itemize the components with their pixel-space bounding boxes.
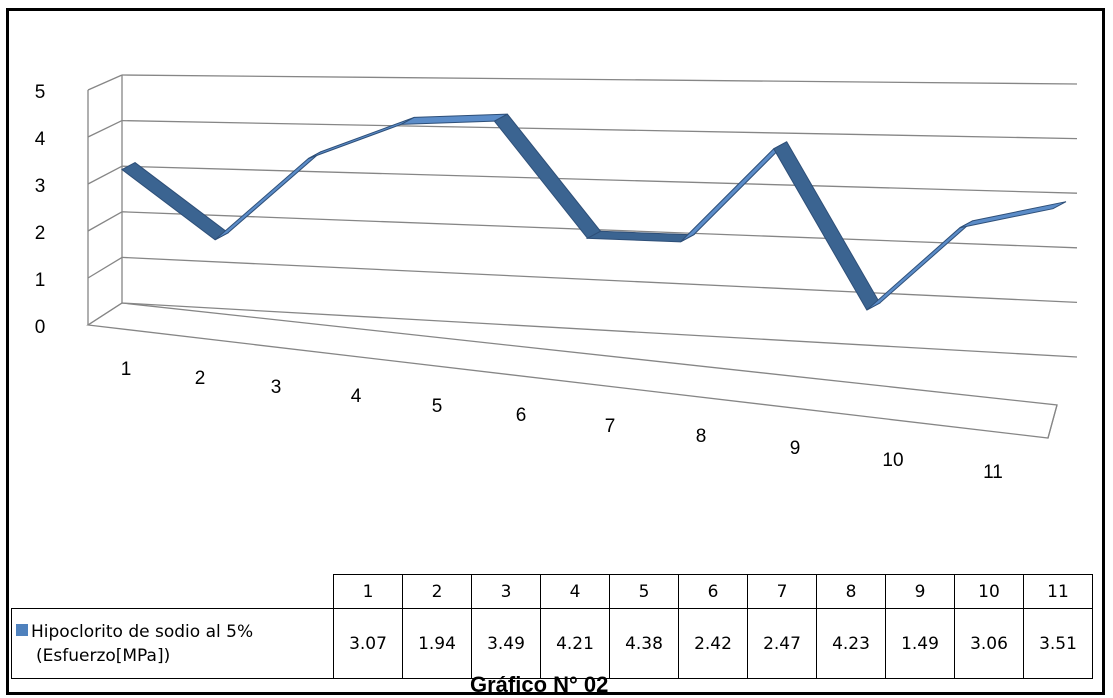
legend-key-icon	[16, 623, 28, 636]
table-header-cell: 7	[747, 574, 817, 609]
gridline-side	[87, 165, 123, 185]
series-segment	[307, 116, 415, 160]
table-header-cell: 8	[816, 574, 886, 609]
series-segment	[121, 161, 230, 241]
gridline-side	[87, 74, 123, 91]
series-segment	[493, 113, 602, 239]
x-tick-label: 10	[882, 450, 903, 471]
y-tick-label: 3	[35, 176, 46, 197]
series-segment	[401, 113, 508, 125]
x-tick-label: 8	[696, 426, 707, 447]
series-segment	[680, 141, 788, 243]
legend-cell: Hipoclorito de sodio al 5% (Esfuerzo[MPa…	[11, 608, 334, 679]
y-tick-label: 0	[35, 317, 46, 338]
x-tick-label: 3	[271, 377, 282, 398]
table-header-cell: 11	[1023, 574, 1093, 609]
table-header-cell: 1	[333, 574, 403, 609]
table-cell: 3.51	[1023, 608, 1093, 679]
gridline-side	[87, 120, 123, 138]
table-header-cell: 10	[954, 574, 1024, 609]
data-table: 1 2 3 4 5 6 7 8 9 10 11 Hipoclorito de s…	[11, 574, 1093, 679]
gridline-side	[87, 211, 123, 232]
chart-caption: Gráfico N° 02	[470, 672, 609, 697]
table-cell: 2.47	[747, 608, 817, 679]
chart-floor	[86, 302, 1058, 439]
x-tick-label: 4	[351, 386, 362, 407]
x-tick-label: 1	[121, 359, 132, 380]
gridline	[121, 165, 1078, 194]
table-header-cell: 2	[402, 574, 472, 609]
table-header-cell: 6	[678, 574, 748, 609]
x-tick-label: 11	[983, 462, 1003, 483]
table-header-cell: 9	[885, 574, 955, 609]
table-cell: 1.94	[402, 608, 472, 679]
y-tick-label: 1	[35, 270, 46, 291]
table-cell: 2.42	[678, 608, 748, 679]
legend-label-line1: Hipoclorito de sodio al 5%	[31, 621, 254, 642]
x-tick-label: 2	[195, 368, 206, 389]
legend-label-line2: (Esfuerzo[MPa])	[36, 645, 171, 666]
table-cell: 3.07	[333, 608, 403, 679]
gridline	[121, 119, 1078, 140]
y-tick-label: 5	[35, 82, 46, 103]
gridline	[121, 74, 1078, 85]
gridline	[121, 256, 1078, 304]
table-header-cell: 4	[540, 574, 610, 609]
y-tick-label: 2	[35, 223, 46, 244]
series-segment	[773, 141, 881, 311]
x-tick-label: 5	[432, 396, 443, 417]
table-cell: 4.21	[540, 608, 610, 679]
table-cell: 4.23	[816, 608, 886, 679]
x-tick-label: 7	[605, 416, 616, 437]
gridline-side	[87, 256, 123, 279]
x-tick-label: 9	[790, 438, 801, 459]
table-cell: 3.49	[471, 608, 541, 679]
table-cell: 1.49	[885, 608, 955, 679]
series-segment	[214, 151, 322, 241]
y-axis-ticks: 0 1 2 3 4 5	[35, 82, 46, 338]
x-axis-ticks: 1 2 3 4 5 6 7 8 9 10 11	[121, 359, 1003, 483]
table-row: Hipoclorito de sodio al 5% (Esfuerzo[MPa…	[11, 608, 1093, 679]
table-cell: 4.38	[609, 608, 679, 679]
x-tick-label: 6	[516, 405, 527, 426]
table-header-cell: 3	[471, 574, 541, 609]
table-header-row: 1 2 3 4 5 6 7 8 9 10 11	[11, 574, 1093, 609]
floor-edge	[1047, 404, 1058, 439]
table-corner	[11, 574, 334, 609]
table-cell: 3.06	[954, 608, 1024, 679]
chart-series	[121, 113, 1067, 311]
table-header-cell: 5	[609, 574, 679, 609]
series-segment	[959, 201, 1067, 229]
y-tick-label: 4	[35, 129, 46, 150]
gridline	[121, 302, 1078, 358]
